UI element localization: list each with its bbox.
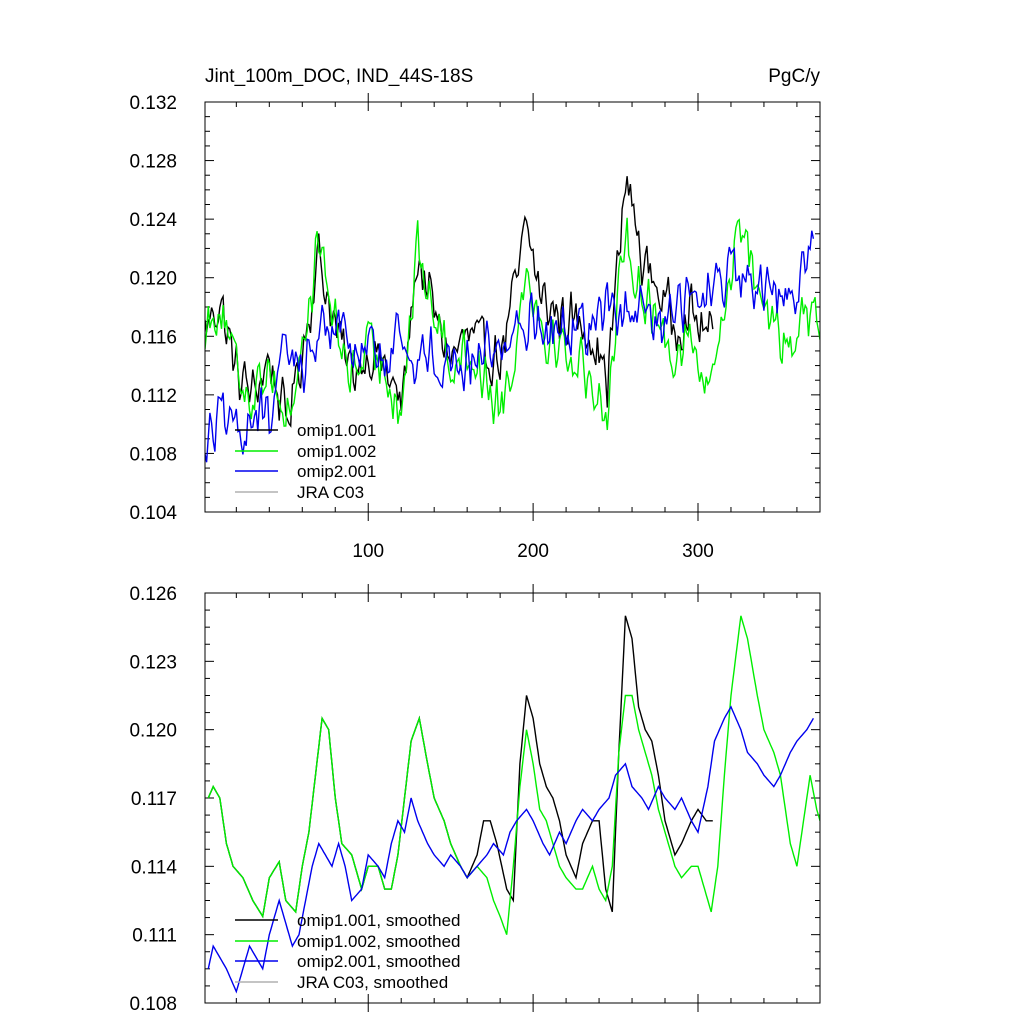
top-ticks: 0.104 0.108 0.112 0.116 0.120 0.124 0.128 0.132… bbox=[129, 93, 820, 562]
bottom-ticks: 0.108 0.111 0.114 0.117 0.120 0.123 0.126 bbox=[129, 584, 820, 1015]
legend-label-omip1-001-smoothed: omip1.001, smoothed bbox=[297, 911, 461, 930]
panel-top: Jint_100m_DOC, IND_44S-18S PgC/y 0.1040.… bbox=[129, 66, 821, 562]
legend-label-jra-c03-smoothed: JRA C03, smoothed bbox=[297, 973, 448, 992]
y-tick-label: 0.108 bbox=[129, 994, 177, 1015]
y-tick-label: 0.116 bbox=[131, 327, 177, 348]
bottom-plot-frame bbox=[204, 592, 821, 1004]
y-tick-label: 0.108 bbox=[129, 444, 177, 465]
y-tick-label: 0.114 bbox=[131, 857, 178, 878]
series-line-omip1-002 bbox=[205, 217, 820, 431]
x-tick-label: 200 bbox=[517, 541, 549, 562]
y-tick-label: 0.104 bbox=[129, 503, 177, 524]
y-tick-label: 0.126 bbox=[129, 584, 177, 605]
top-series bbox=[205, 176, 820, 463]
y-tick-label: 0.124 bbox=[129, 210, 177, 231]
series-line-omip2-001 bbox=[205, 230, 815, 463]
legend-label-omip2-001: omip2.001 bbox=[297, 462, 376, 481]
y-tick-label: 0.120 bbox=[129, 269, 177, 290]
legend-label-omip1-002-smoothed: omip1.002, smoothed bbox=[297, 932, 461, 951]
legend-label-jra-c03: JRA C03 bbox=[297, 483, 364, 502]
chart-title: Jint_100m_DOC, IND_44S-18S bbox=[205, 66, 473, 87]
series-line-omip2-001-smoothed bbox=[207, 705, 815, 994]
y-tick-label: 0.112 bbox=[131, 386, 177, 407]
bottom-series bbox=[207, 615, 820, 994]
bottom-legend: omip1.001, smoothed omip1.002, smoothed … bbox=[235, 911, 461, 992]
top-legend: omip1.001 omip1.002 omip2.001 JRA C03 bbox=[235, 421, 376, 502]
y-tick-label: 0.123 bbox=[129, 652, 177, 673]
x-tick-label: 300 bbox=[682, 541, 714, 562]
chart-units: PgC/y bbox=[768, 66, 820, 87]
panel-bottom: 0.108 0.111 0.114 0.117 0.120 0.123 0.126 omip… bbox=[129, 584, 821, 1015]
y-tick-label: 0.132 bbox=[129, 93, 177, 114]
y-tick-label: 0.111 bbox=[132, 926, 177, 947]
legend-label-omip1-001: omip1.001 bbox=[297, 421, 376, 440]
y-tick-label: 0.117 bbox=[131, 789, 177, 810]
legend-label-omip1-002: omip1.002 bbox=[297, 442, 376, 461]
series-line-omip1-001 bbox=[205, 176, 714, 428]
y-tick-label: 0.128 bbox=[129, 152, 177, 173]
legend-label-omip2-001-smoothed: omip2.001, smoothed bbox=[297, 952, 461, 971]
x-tick-label: 100 bbox=[352, 541, 384, 562]
top-plot-frame bbox=[204, 101, 821, 513]
y-tick-label: 0.120 bbox=[129, 721, 177, 742]
series-line-omip1-002-smoothed bbox=[207, 615, 820, 935]
